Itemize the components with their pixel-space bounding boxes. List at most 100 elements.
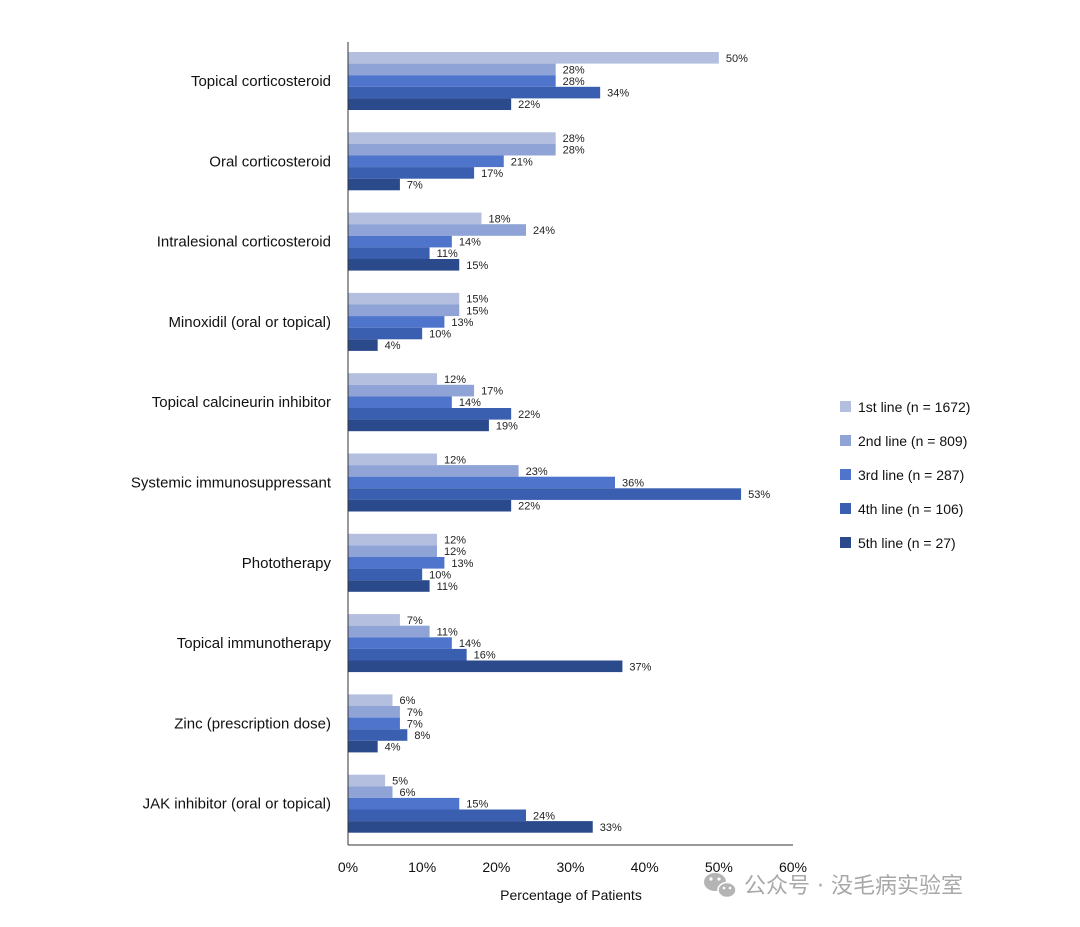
- bar: [348, 545, 437, 557]
- category-label: Oral corticosteroid: [209, 153, 331, 170]
- data-label: 4%: [385, 340, 401, 352]
- category-label: Intralesional corticosteroid: [157, 234, 331, 251]
- bar: [348, 304, 460, 317]
- legend-label: 3rd line (n = 287): [858, 467, 964, 483]
- legend-label: 2nd line (n = 809): [858, 433, 967, 449]
- bar: [348, 259, 460, 271]
- data-label: 11%: [437, 627, 458, 639]
- data-label: 22%: [518, 99, 540, 111]
- data-label: 7%: [407, 615, 423, 627]
- bar: [348, 625, 430, 638]
- x-tick-label: 60%: [779, 859, 807, 875]
- bar: [348, 52, 719, 64]
- bar: [348, 637, 452, 649]
- bar: [348, 476, 615, 489]
- data-label: 37%: [629, 661, 651, 673]
- bar: [348, 660, 623, 673]
- bar: [348, 292, 460, 305]
- bar: [348, 247, 430, 259]
- x-axis-title: Percentage of Patients: [500, 887, 642, 903]
- category-label: Topical immunotherapy: [177, 635, 332, 652]
- data-label: 7%: [407, 707, 423, 719]
- bar: [348, 316, 445, 328]
- x-tick-label: 10%: [408, 859, 436, 875]
- wechat-icon: [704, 873, 737, 899]
- x-tick-label: 0%: [338, 859, 358, 875]
- data-label: 14%: [459, 638, 481, 650]
- bar: [348, 408, 512, 420]
- bar: [348, 809, 526, 822]
- x-tick-labels: 0% 10% 20% 30% 40% 50% 60%: [338, 859, 807, 875]
- bar: [348, 557, 445, 569]
- bar: [348, 419, 489, 432]
- bar: [348, 98, 512, 110]
- bar: [348, 797, 460, 810]
- data-label: 28%: [563, 145, 585, 157]
- bar: [348, 63, 556, 76]
- x-tick-label: 40%: [631, 859, 659, 875]
- data-label: 16%: [474, 650, 496, 662]
- category-label: Topical corticosteroid: [191, 73, 331, 90]
- bar: [348, 453, 437, 466]
- bar: [348, 740, 378, 753]
- bar: [348, 580, 430, 592]
- bar: [348, 648, 467, 661]
- data-label: 13%: [451, 558, 473, 570]
- category-label: Minoxidil (oral or topical): [168, 314, 331, 331]
- data-label: 15%: [466, 799, 488, 811]
- data-label: 12%: [444, 535, 466, 547]
- bar: [348, 694, 393, 706]
- data-label: 12%: [444, 546, 466, 558]
- category-label: Systemic immunosuppressant: [131, 475, 332, 492]
- data-label: 34%: [607, 88, 629, 100]
- bar: [348, 499, 512, 512]
- data-label: 11%: [437, 248, 458, 260]
- data-label: 8%: [414, 730, 430, 742]
- bar: [348, 212, 482, 225]
- bar: [348, 373, 437, 385]
- bar: [348, 614, 400, 626]
- category-label: JAK inhibitor (oral or topical): [143, 796, 331, 813]
- data-label: 12%: [444, 454, 466, 466]
- data-label: 28%: [563, 76, 585, 88]
- data-label: 10%: [429, 569, 451, 581]
- data-label: 15%: [466, 305, 488, 317]
- bar: [348, 86, 601, 99]
- bar: [348, 235, 452, 248]
- data-label: 18%: [489, 213, 511, 225]
- bar: [348, 706, 400, 718]
- bar: [348, 155, 504, 168]
- x-tick-label: 20%: [482, 859, 510, 875]
- data-label: 50%: [726, 53, 748, 65]
- bar: [348, 774, 386, 787]
- x-tick-label: 50%: [705, 859, 733, 875]
- data-label: 33%: [600, 822, 622, 834]
- data-label: 15%: [466, 294, 488, 306]
- bar: [348, 327, 423, 340]
- bar: [348, 143, 556, 156]
- legend-label: 4th line (n = 106): [858, 501, 963, 517]
- legend: 1st line (n = 1672) 2nd line (n = 809) 3rd…: [840, 399, 970, 551]
- data-label: 13%: [451, 317, 473, 329]
- legend-label: 1st line (n = 1672): [858, 399, 970, 415]
- legend-label: 5th line (n = 27): [858, 535, 956, 551]
- data-label: 7%: [407, 718, 423, 730]
- data-label: 12%: [444, 374, 466, 386]
- bar: [348, 396, 452, 408]
- data-label: 11%: [437, 581, 458, 593]
- legend-swatch: [840, 537, 851, 548]
- data-label: 53%: [748, 489, 770, 501]
- data-label: 36%: [622, 478, 644, 490]
- legend-swatch: [840, 469, 851, 480]
- bar: [348, 533, 437, 546]
- bar: [348, 488, 742, 500]
- data-label: 22%: [518, 409, 540, 421]
- bar: [348, 568, 423, 581]
- category-label: Phototherapy: [242, 555, 332, 572]
- data-label: 24%: [533, 225, 555, 237]
- legend-swatch: [840, 435, 851, 446]
- bars-layer: [348, 52, 742, 833]
- legend-swatch: [840, 503, 851, 514]
- data-label: 23%: [526, 466, 548, 478]
